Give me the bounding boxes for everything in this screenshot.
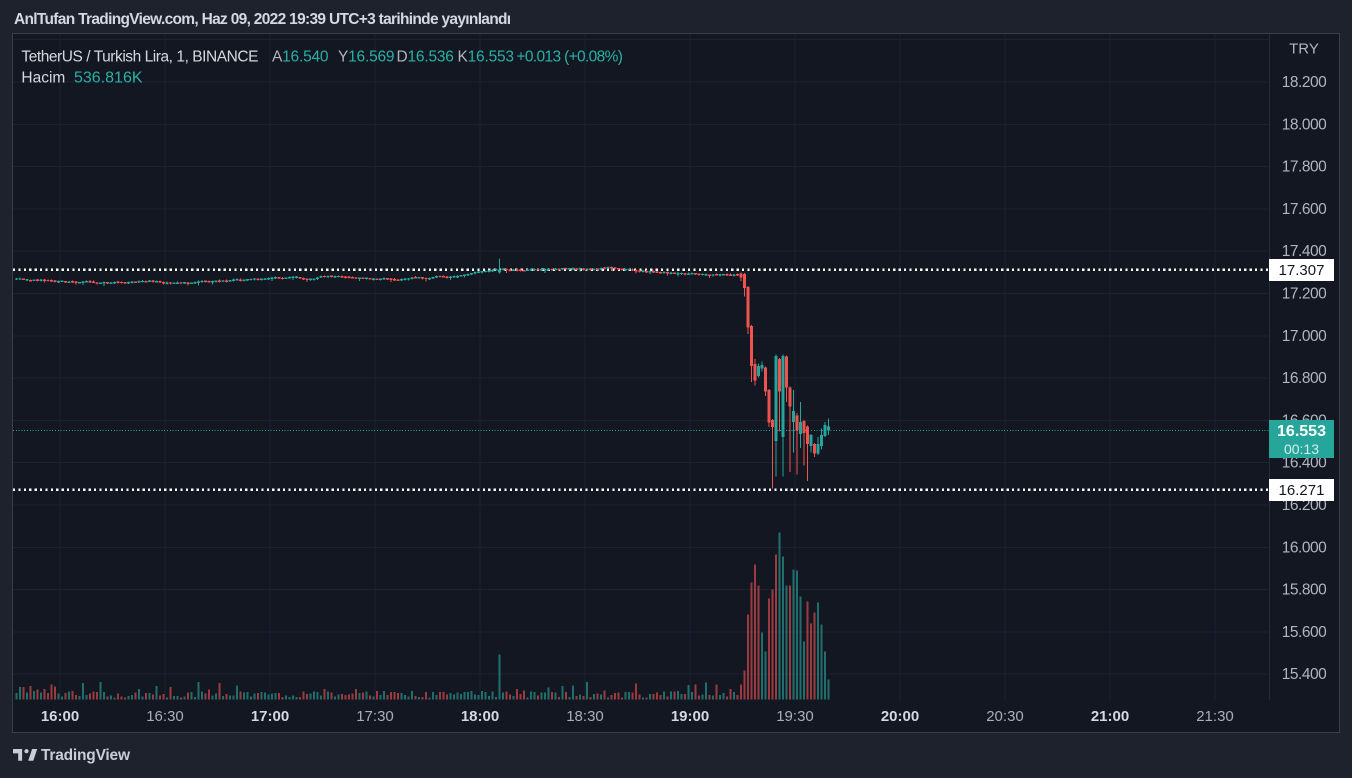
svg-text:21:00: 21:00	[1091, 708, 1129, 725]
svg-text:17.600: 17.600	[1282, 201, 1327, 218]
svg-text:16:00: 16:00	[41, 708, 79, 725]
svg-text:18:00: 18:00	[461, 708, 499, 725]
svg-text:17:00: 17:00	[251, 708, 289, 725]
svg-text:15.400: 15.400	[1282, 666, 1327, 683]
svg-text:15.800: 15.800	[1282, 582, 1327, 599]
svg-text:18.000: 18.000	[1282, 116, 1327, 133]
svg-text:16.400: 16.400	[1282, 455, 1327, 472]
svg-text:15.600: 15.600	[1282, 624, 1327, 641]
svg-text:20:00: 20:00	[881, 708, 919, 725]
svg-text:17.200: 17.200	[1282, 286, 1327, 303]
svg-text:20:30: 20:30	[986, 708, 1024, 725]
svg-text:18:30: 18:30	[566, 708, 604, 725]
svg-text:TetherUS / Turkish Lira, 1, BI: TetherUS / Turkish Lira, 1, BINANCE	[21, 49, 258, 66]
svg-text:16.553: 16.553	[1277, 423, 1326, 440]
svg-text:18.200: 18.200	[1282, 74, 1327, 91]
svg-text:00:13: 00:13	[1284, 441, 1319, 457]
svg-text:536.816K: 536.816K	[74, 70, 143, 87]
svg-text:16.200: 16.200	[1282, 497, 1327, 514]
svg-text:17.307: 17.307	[1279, 262, 1325, 279]
svg-text:17.800: 17.800	[1282, 159, 1327, 176]
svg-text:17.000: 17.000	[1282, 328, 1327, 345]
svg-text:21:30: 21:30	[1196, 708, 1234, 725]
svg-text:17:30: 17:30	[356, 708, 394, 725]
svg-text:17.400: 17.400	[1282, 243, 1327, 260]
svg-text:16.000: 16.000	[1282, 539, 1327, 556]
svg-text:Hacim: Hacim	[21, 70, 65, 87]
svg-text:19:30: 19:30	[776, 708, 814, 725]
svg-text:16.271: 16.271	[1279, 482, 1325, 499]
svg-text:16.800: 16.800	[1282, 370, 1327, 387]
svg-text:19:00: 19:00	[671, 708, 709, 725]
svg-text:TRY: TRY	[1289, 41, 1319, 58]
svg-text:16:30: 16:30	[146, 708, 184, 725]
